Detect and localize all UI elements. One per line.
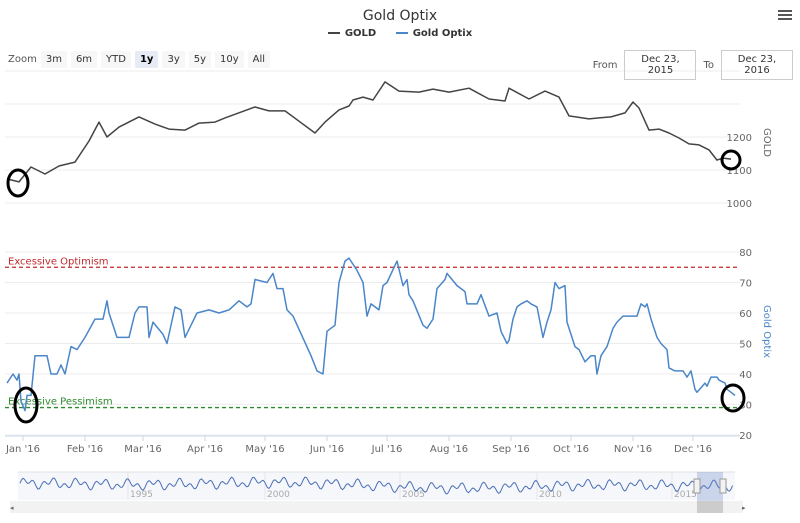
- x-tick-label: Dec '16: [674, 444, 712, 455]
- scrollbar-track[interactable]: [10, 501, 743, 513]
- navigator-year-label: 2000: [267, 490, 290, 500]
- annotation-circle: [13, 386, 39, 424]
- zoom-3y-button[interactable]: 3y: [162, 51, 185, 68]
- legend-label: Gold Optix: [412, 27, 473, 39]
- annotation-circle: [6, 168, 30, 198]
- date-range-inputs: From Dec 23, 2015 To Dec 23, 2016: [593, 50, 793, 80]
- to-label: To: [703, 59, 714, 71]
- series-line-gold-optix: [6, 257, 736, 412]
- zoom-label: Zoom: [8, 54, 37, 65]
- legend-item-gold[interactable]: GOLD: [327, 27, 377, 39]
- x-tick-label: Jan '16: [5, 444, 40, 455]
- navigator-year-label: 2010: [539, 490, 562, 500]
- scroll-right-arrow-icon[interactable]: ▸: [742, 504, 746, 512]
- y-tick-label: 20: [739, 431, 752, 442]
- legend-item-gold-optix[interactable]: Gold Optix: [395, 27, 473, 39]
- x-tick-label: Mar '16: [124, 444, 162, 455]
- annotation-circle: [720, 383, 746, 413]
- y-tick-label: 50: [739, 340, 752, 351]
- navigator-handle[interactable]: [693, 478, 701, 494]
- y-tick-label: 30: [739, 401, 752, 412]
- legend-swatch: [395, 32, 408, 34]
- y-axis-title: GOLD: [761, 128, 772, 157]
- chart-title: Gold Optix: [362, 8, 438, 24]
- scroll-left-arrow-icon[interactable]: ◂: [10, 504, 14, 512]
- x-tick-label: Sep '16: [492, 444, 530, 455]
- x-tick-label: Feb '16: [67, 444, 103, 455]
- plot-line-label: Excessive Optimism: [8, 256, 109, 267]
- zoom-1y-button[interactable]: 1y: [134, 51, 159, 68]
- hamburger-menu-icon[interactable]: [778, 8, 792, 22]
- zoom-10y-button[interactable]: 10y: [215, 51, 244, 68]
- x-tick-label: Apr '16: [187, 444, 223, 455]
- series-line-gold: [6, 81, 732, 183]
- navigator-year-label: 2005: [402, 490, 425, 500]
- x-tick-label: Jun '16: [309, 444, 344, 455]
- legend-swatch: [327, 32, 340, 34]
- zoom-5y-button[interactable]: 5y: [188, 51, 212, 68]
- hand-drawn-circles: [6, 149, 746, 424]
- navigator-year-label: 1995: [130, 490, 153, 500]
- zoom-3m-button[interactable]: 3m: [40, 51, 67, 68]
- plot-line-label: Excessive Pessimism: [8, 397, 113, 408]
- y-tick-label: 40: [739, 370, 752, 381]
- navigator-handle[interactable]: [719, 478, 727, 494]
- from-label: From: [592, 59, 618, 71]
- x-tick-label: Aug '16: [430, 444, 468, 455]
- y-tick-label: 1200: [727, 133, 752, 144]
- y-tick-label: 1100: [727, 166, 752, 177]
- legend-label: GOLD: [344, 27, 377, 39]
- y-tick-label: 80: [739, 248, 752, 259]
- zoom-all-button[interactable]: All: [247, 51, 271, 68]
- x-tick-label: Nov '16: [614, 444, 652, 455]
- navigator-series-line: [19, 476, 733, 495]
- y-tick-label: 70: [739, 279, 752, 290]
- y-axis-title: Gold Optix: [761, 305, 772, 358]
- scrollbar-thumb[interactable]: [697, 501, 723, 513]
- y-tick-label: 60: [739, 309, 752, 320]
- to-date-input[interactable]: Dec 23, 2016: [721, 50, 793, 80]
- navigator-year-label: 2015: [674, 490, 697, 500]
- zoom-range-selector: Zoom 3m 6m YTD 1y 3y 5y 10y All: [8, 51, 274, 68]
- x-tick-label: Oct '16: [553, 444, 589, 455]
- x-tick-label: Jul '16: [371, 444, 403, 455]
- zoom-ytd-button[interactable]: YTD: [101, 51, 131, 68]
- legend: GOLD Gold Optix: [0, 26, 800, 39]
- x-tick-label: May '16: [245, 444, 284, 455]
- y-tick-label: 1000: [727, 199, 752, 210]
- from-date-input[interactable]: Dec 23, 2015: [624, 50, 697, 80]
- zoom-6m-button[interactable]: 6m: [70, 51, 98, 68]
- annotation-circle: [720, 149, 742, 171]
